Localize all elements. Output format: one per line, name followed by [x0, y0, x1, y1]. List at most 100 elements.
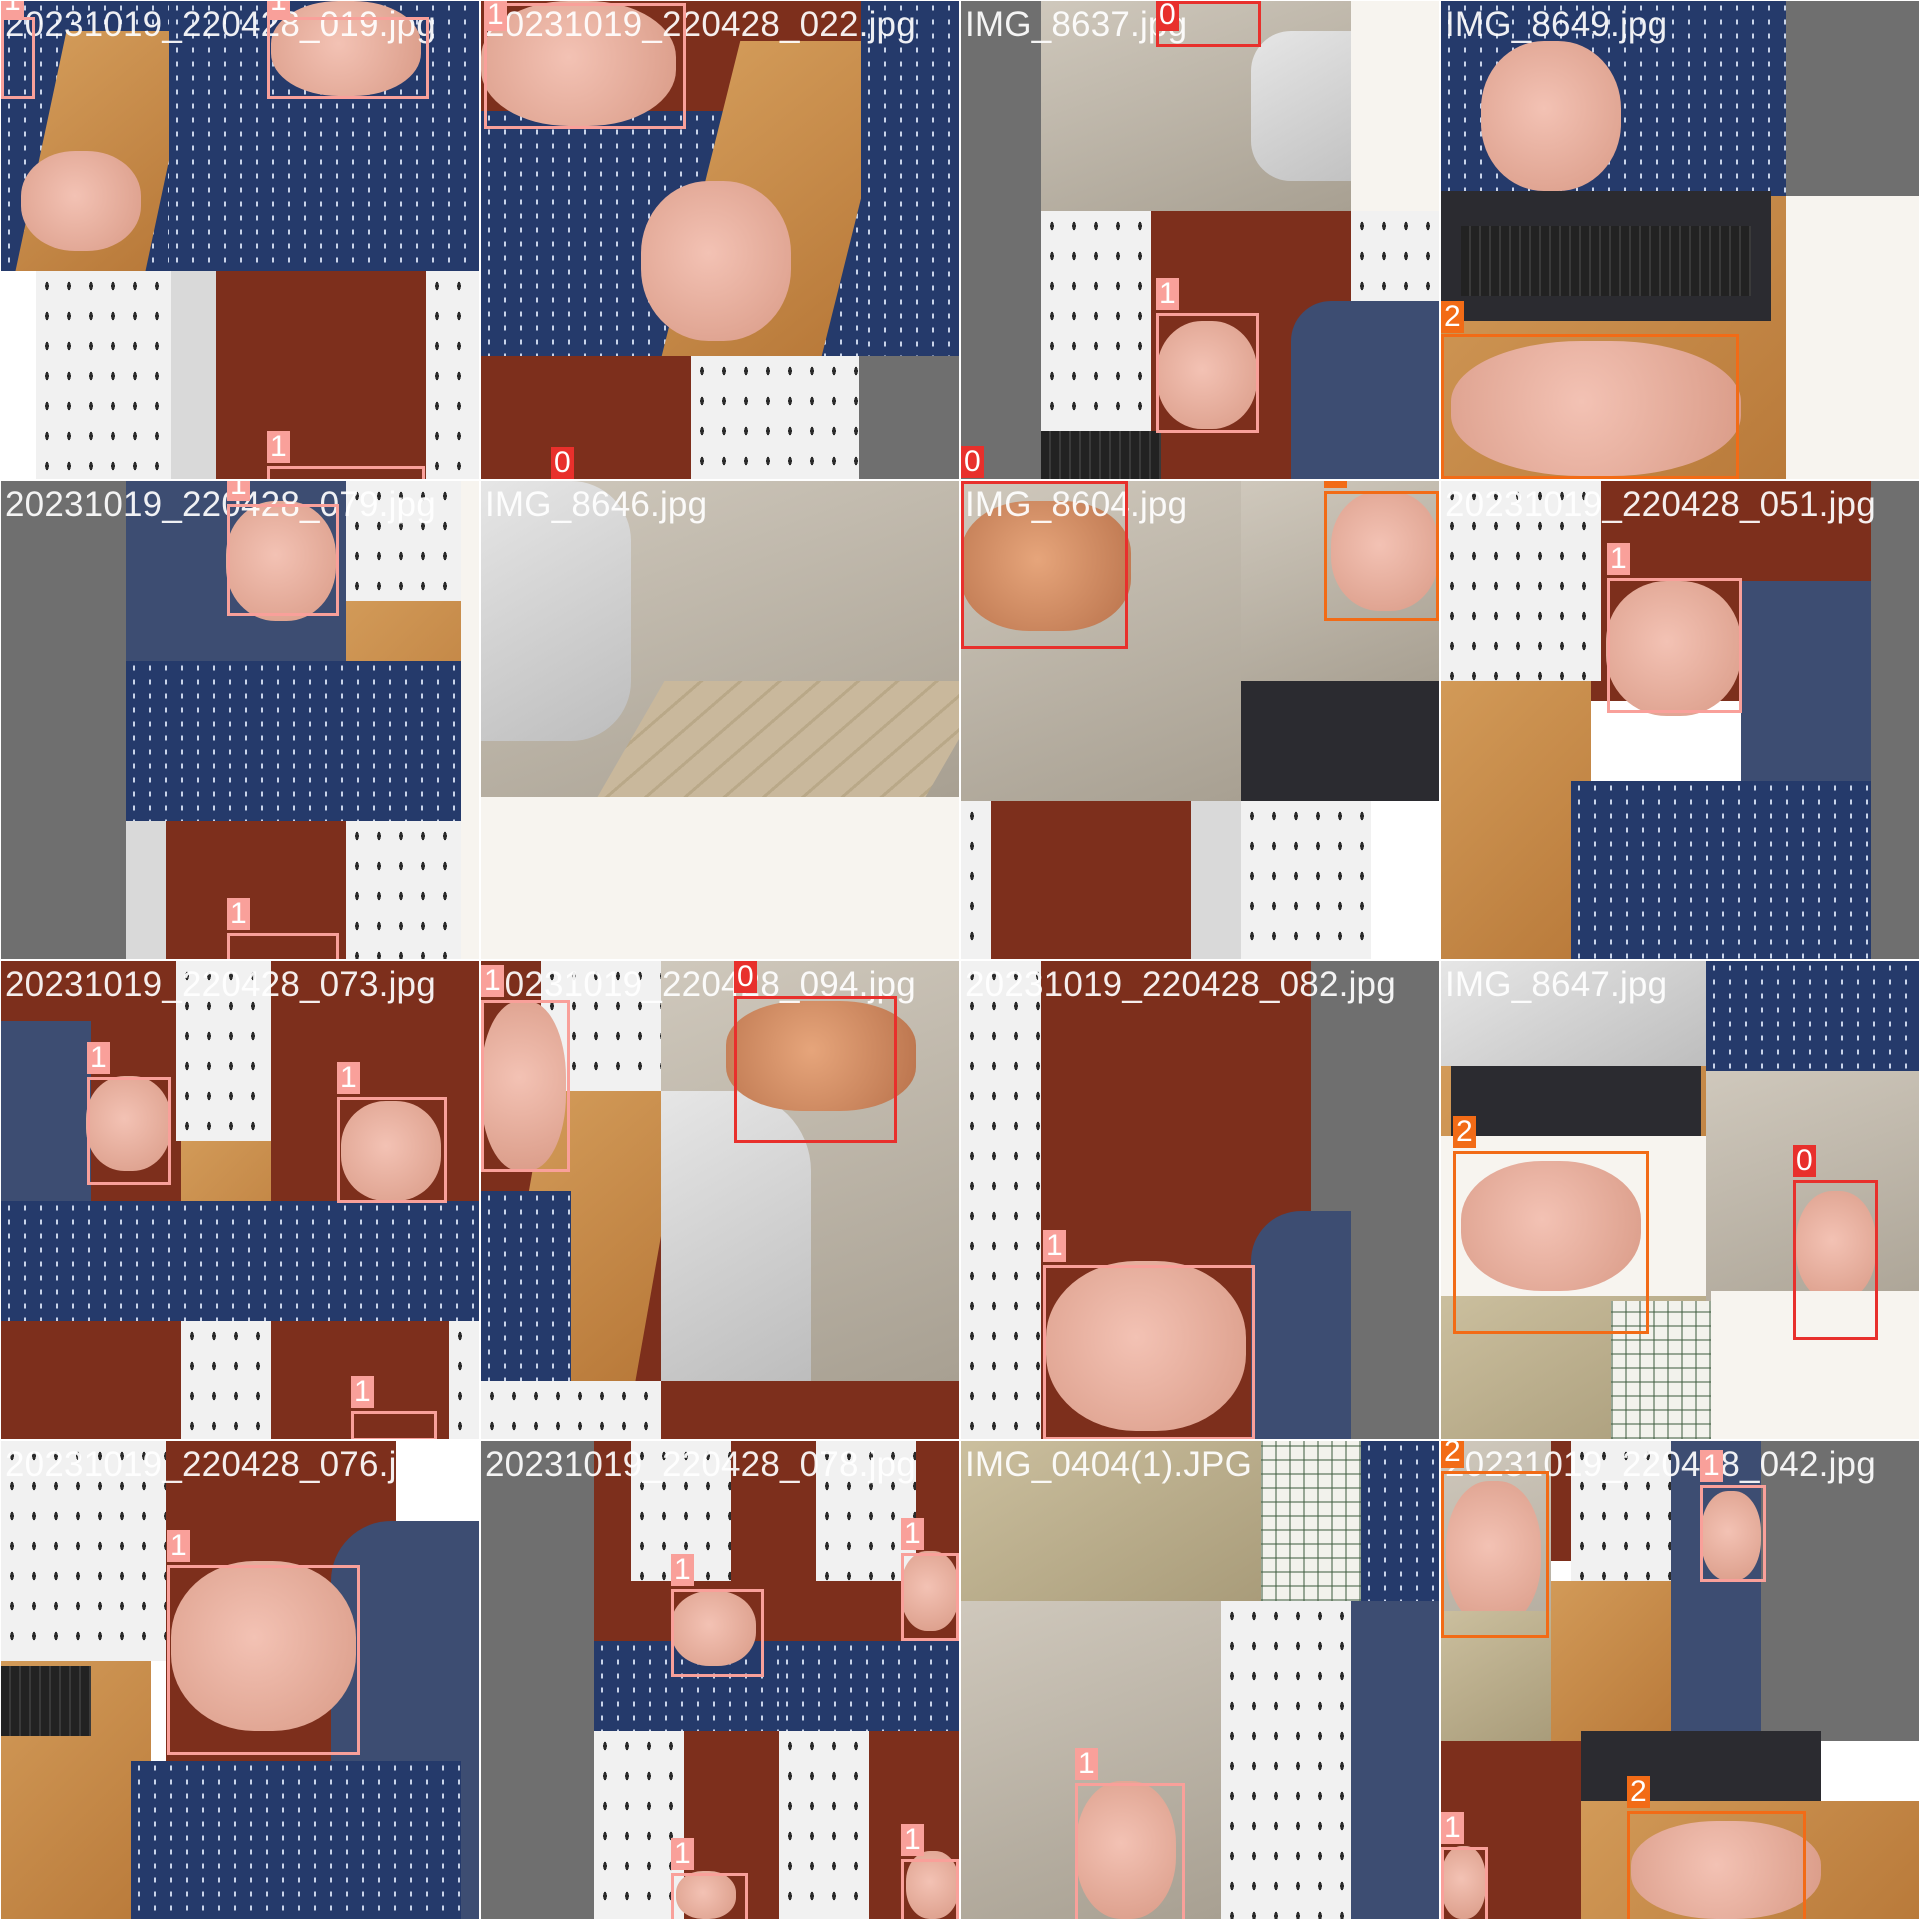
photo-region — [21, 151, 141, 251]
detection-box — [671, 1589, 764, 1677]
photo-region — [641, 181, 791, 341]
photo-region — [816, 1441, 916, 1581]
photo-region — [1701, 1491, 1761, 1581]
detection-box — [671, 1873, 748, 1919]
photo-region — [481, 1381, 661, 1439]
image-tile: 20231019_220428_078.jpg 1 1 1 1 — [481, 1441, 959, 1919]
detection-box — [901, 1553, 959, 1641]
detection-class-tag: 1 — [227, 481, 250, 501]
image-tile: 20231019_220428_076.jpg 1 — [1, 1441, 479, 1919]
detection-box — [1441, 1847, 1488, 1919]
photo-region — [1441, 1611, 1551, 1741]
photo-region — [1351, 1601, 1439, 1919]
photo-region — [346, 821, 461, 959]
photo-region — [481, 1001, 566, 1171]
image-tile: 20231019_220428_051.jpg 1 — [1441, 481, 1919, 959]
detection-box — [1793, 1180, 1878, 1340]
detection-class-tag: 1 — [671, 1554, 694, 1586]
detection-box — [1043, 1265, 1255, 1439]
image-tile: 20231019_220428_094.jpg 1 0 — [481, 961, 959, 1439]
photo-region — [1796, 1191, 1876, 1301]
photo-region — [1441, 961, 1706, 1071]
photo-region — [166, 821, 346, 959]
tile-label: IMG_8646.jpg — [485, 485, 708, 524]
photo-region — [1571, 781, 1871, 959]
photo-region — [961, 501, 1131, 631]
image-tile: IMG_8649.jpg 2 — [1441, 1, 1919, 479]
detection-box — [1700, 1485, 1766, 1582]
detection-class-tag: 1 — [167, 1530, 190, 1562]
detection-class-tag: 1 — [901, 1824, 924, 1856]
photo-region — [1871, 481, 1919, 959]
photo-region — [1, 1021, 91, 1221]
detection-class-tag: 1 — [1607, 543, 1630, 575]
photo-region — [961, 801, 991, 959]
photo-region — [1, 1321, 181, 1439]
photo-region — [779, 1731, 869, 1919]
photo-region — [1, 1441, 166, 1661]
photo-region — [1291, 301, 1439, 479]
photo-region — [594, 1731, 684, 1919]
photo-region — [1786, 1, 1919, 196]
photo-region — [426, 271, 479, 479]
detection-box — [1, 17, 35, 99]
photo-region — [171, 1561, 356, 1731]
photo-region — [1761, 1441, 1919, 1741]
photo-region — [779, 1641, 959, 1731]
photo-region — [1241, 681, 1439, 801]
photo-region — [1786, 196, 1919, 479]
photo-region — [216, 271, 426, 479]
photo-region — [126, 661, 466, 821]
detection-box — [734, 996, 897, 1143]
photo-region — [1581, 1731, 1821, 1801]
detection-box — [961, 481, 1128, 649]
detection-class-tag: 1 — [267, 1, 290, 17]
photo-region — [1076, 1781, 1176, 1919]
photo-region — [1451, 1066, 1701, 1136]
photo-region — [481, 1, 676, 126]
photo-region — [1221, 1601, 1351, 1919]
tile-label: 20231019_220428_042.jpg — [1445, 1445, 1876, 1484]
detection-class-tag: 1 — [1, 1, 24, 17]
detection-class-tag: 1 — [351, 1376, 374, 1408]
photo-region — [1, 481, 126, 959]
photo-region — [1241, 801, 1371, 959]
detection-box — [1607, 578, 1742, 713]
detection-box — [484, 3, 686, 129]
photo-region — [1331, 491, 1439, 611]
photo-region — [1351, 1, 1439, 211]
photo-region — [1361, 1441, 1439, 1601]
photo-region — [1446, 1481, 1541, 1626]
photo-region — [1631, 1821, 1821, 1919]
detection-class-tag: 1 — [227, 898, 250, 930]
photo-region — [961, 1441, 1261, 1601]
photo-region — [1671, 1441, 1761, 1741]
photo-region — [906, 1851, 959, 1919]
photo-region — [1251, 1211, 1351, 1439]
tile-label: 20231019_220428_078.jpg — [485, 1445, 916, 1484]
photo-region — [1441, 481, 1601, 681]
detection-class-tag: 0 — [734, 961, 757, 993]
detection-box — [267, 17, 429, 99]
detection-class-tag: 1 — [671, 1838, 694, 1870]
detection-class-tag: 1 — [87, 1042, 110, 1074]
photo-region — [1, 1201, 479, 1321]
detection-class-tag: 1 — [1700, 1450, 1723, 1482]
detection-box — [87, 1077, 171, 1185]
detection-box — [1075, 1783, 1185, 1919]
photo-region — [36, 271, 171, 479]
detection-box — [481, 1000, 570, 1172]
detection-box — [337, 1097, 447, 1203]
image-tile: 20231019_220428_022.jpg 1 0 — [481, 1, 959, 479]
detection-class-tag: 1 — [484, 1, 507, 31]
photo-region — [481, 1441, 594, 1919]
tile-label: 20231019_220428_079.jpg — [5, 485, 436, 524]
image-tile: 20231019_220428_042.jpg 2 1 2 1 — [1441, 1441, 1919, 1919]
detection-box — [1441, 334, 1739, 479]
photo-region — [1706, 961, 1919, 1071]
tile-label: IMG_8649.jpg — [1445, 5, 1668, 44]
photo-region — [86, 1076, 171, 1171]
photo-region — [1041, 431, 1161, 479]
detection-class-tag: 1 — [901, 1518, 924, 1550]
photo-region — [1451, 341, 1741, 476]
